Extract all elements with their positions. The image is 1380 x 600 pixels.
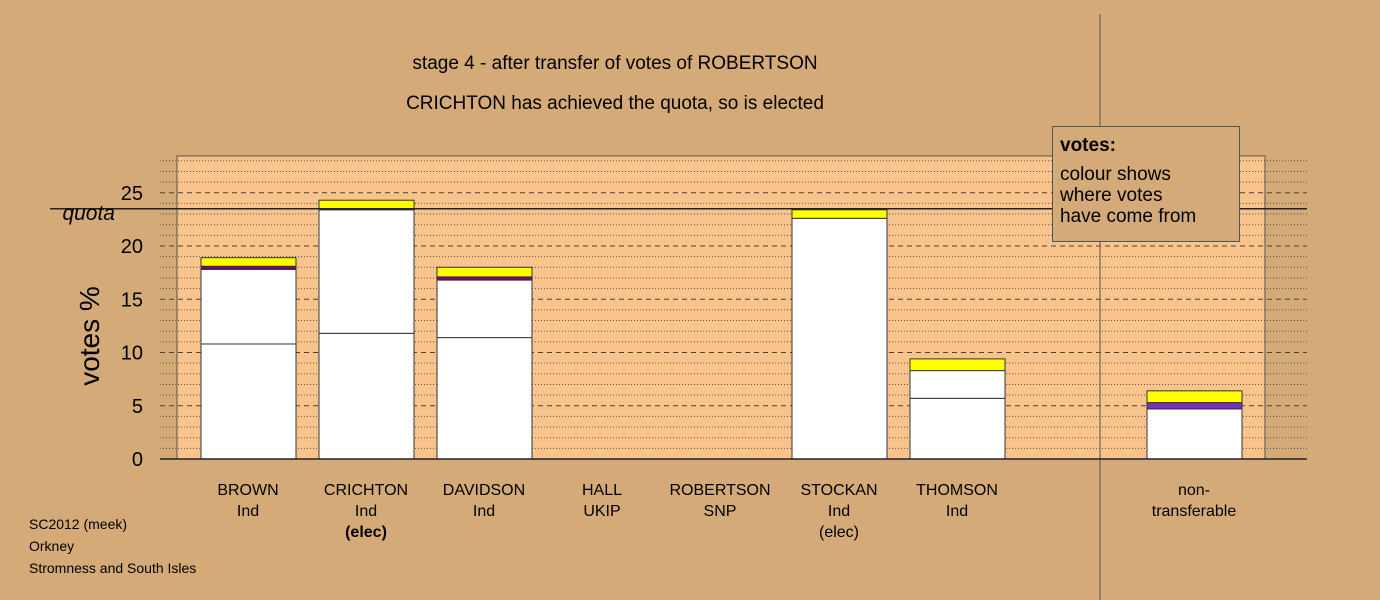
- candidate-label: BROWN Ind: [183, 480, 313, 522]
- bar-segment: [1146, 408, 1243, 460]
- candidate-name: STOCKAN: [800, 482, 878, 499]
- y-tick-label: 5: [132, 396, 143, 418]
- chart-title: stage 4 - after transfer of votes of ROB…: [412, 53, 818, 74]
- candidate-status: (elec): [345, 524, 387, 541]
- bar-segment: [318, 209, 415, 334]
- candidate-party: transferable: [1151, 503, 1237, 520]
- candidate-label: DAVIDSON Ind: [419, 480, 549, 522]
- bar-segment: [1146, 390, 1243, 404]
- bars: [200, 199, 1243, 460]
- y-tick-label: 20: [121, 236, 143, 258]
- candidate-name: BROWN: [217, 482, 279, 499]
- bar-segment: [318, 332, 415, 460]
- candidate-party: Ind: [945, 503, 969, 520]
- candidate-party: Ind: [472, 503, 496, 520]
- candidate-name: THOMSON: [916, 482, 998, 499]
- bar-segment: [791, 217, 888, 460]
- footer-line: Stromness and South Isles: [29, 560, 197, 576]
- chart-subtitle: CRICHTON has achieved the quota, so is e…: [406, 93, 824, 114]
- bar-segment: [436, 266, 533, 278]
- footer: SC2012 (meek) Orkney Stromness and South…: [29, 513, 196, 579]
- bar-segment: [200, 343, 297, 460]
- candidate-label: THOMSON Ind: [892, 480, 1022, 522]
- footer-line: SC2012 (meek): [29, 516, 128, 532]
- y-tick-label: 0: [132, 449, 143, 471]
- legend-line: where votes: [1060, 185, 1163, 206]
- y-axis-label: votes %: [74, 286, 105, 386]
- candidate-label: ROBERTSON SNP: [655, 480, 785, 522]
- candidate-party: Ind: [236, 503, 260, 520]
- legend-heading: votes:: [1060, 135, 1116, 156]
- bar-segment: [909, 370, 1006, 399]
- legend-line: have come from: [1060, 206, 1197, 227]
- candidate-party: Ind: [354, 503, 378, 520]
- candidate-party: UKIP: [583, 503, 621, 520]
- bar-segment: [909, 397, 1006, 460]
- y-tick-label: 25: [121, 183, 143, 205]
- footer-line: Orkney: [29, 538, 75, 554]
- bar-segment: [436, 279, 533, 339]
- candidate-status: (elec): [818, 524, 859, 541]
- candidate-name: ROBERTSON: [669, 482, 771, 499]
- bar-segment: [200, 257, 297, 267]
- bar-segment: [436, 337, 533, 460]
- bar-segment: [318, 199, 415, 211]
- legend-line: colour shows: [1060, 164, 1171, 185]
- y-tick-label: 10: [121, 343, 143, 365]
- quota-label: quota: [62, 202, 115, 225]
- bar-segment: [909, 358, 1006, 372]
- legend: votes: colour shows where votes have com…: [1052, 126, 1240, 242]
- bar-segment: [791, 209, 888, 219]
- candidate-label: non- transferable: [1129, 480, 1259, 522]
- y-tick-label: 15: [121, 289, 143, 311]
- candidate-name: non-: [1177, 482, 1211, 499]
- candidate-party: Ind: [827, 503, 851, 520]
- bar-segment: [1146, 402, 1243, 410]
- bar-segment: [200, 268, 297, 345]
- candidate-party: SNP: [703, 503, 737, 520]
- candidate-name: HALL: [581, 482, 623, 499]
- candidate-label: CRICHTON Ind (elec): [301, 480, 431, 543]
- candidate-name: CRICHTON: [323, 482, 409, 499]
- candidate-label: STOCKAN Ind (elec): [774, 480, 904, 543]
- candidate-name: DAVIDSON: [442, 482, 526, 499]
- candidate-label: HALL UKIP: [537, 480, 667, 522]
